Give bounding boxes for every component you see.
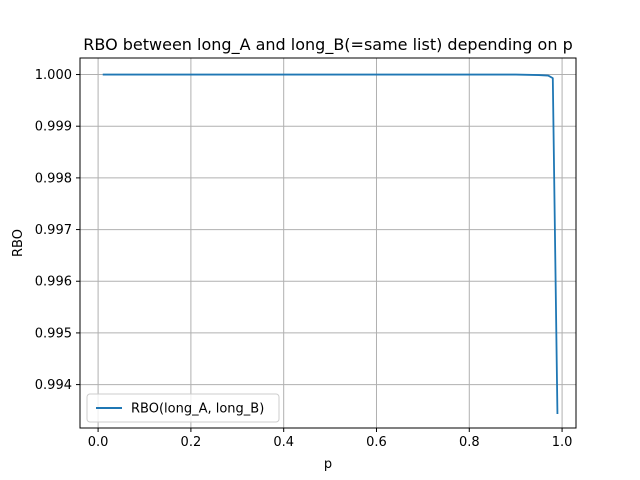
y-tick-label: 1.000 [35,68,72,83]
y-tick-label: 0.994 [35,378,72,393]
legend: RBO(long_A, long_B) [86,393,280,423]
x-axis-label: p [324,457,332,472]
x-tick-label: 0.6 [366,435,387,450]
chart-title: RBO between long_A and long_B(=same list… [83,35,572,55]
y-tick-label: 0.997 [35,223,72,238]
x-tick-label: 0.8 [459,435,480,450]
y-tick-label: 0.996 [35,275,72,290]
y-tick-label: 0.998 [35,171,72,186]
plot-frame [79,57,577,429]
y-tick-label: 0.995 [35,326,72,341]
x-tick-label: 0.4 [273,435,294,450]
y-axis-label: RBO [11,229,26,257]
legend-label: RBO(long_A, long_B) [131,402,264,417]
series-layer [102,73,559,415]
tick-layer: 0.0 0.2 0.4 0.6 0.8 1.0 0.994 0.995 0.996 0.997 0.… [35,68,573,450]
grid-layer [80,58,576,428]
series-line [102,73,559,415]
x-tick-label: 1.0 [552,435,573,450]
x-tick-label: 0.0 [88,435,109,450]
x-tick-label: 0.2 [181,435,202,450]
y-tick-label: 0.999 [35,120,72,135]
legend-box [86,393,280,423]
